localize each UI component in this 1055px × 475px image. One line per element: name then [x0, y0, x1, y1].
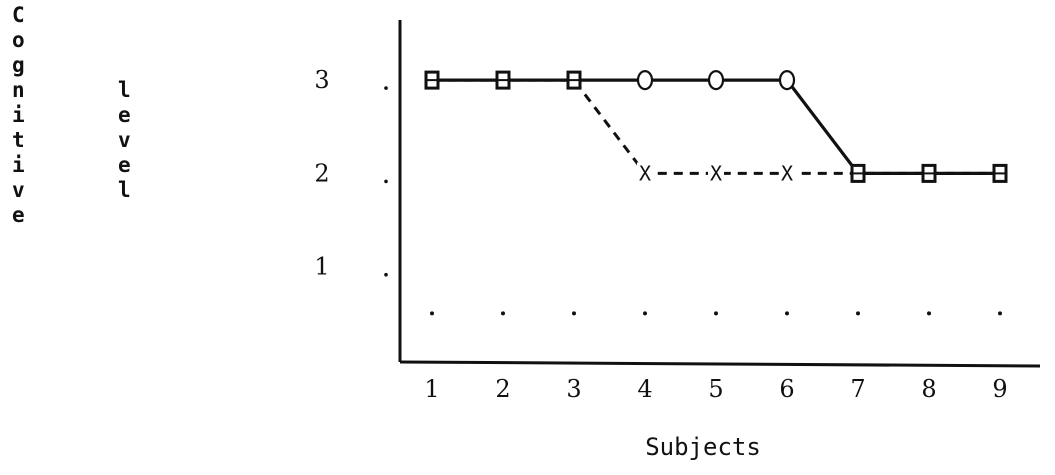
x-tick-label: 1 [424, 375, 439, 403]
y-axis-label-char: C [12, 3, 25, 27]
x-axis-line [399, 360, 1041, 368]
series-lines [432, 78, 1000, 175]
x-marker: X [781, 161, 793, 185]
y-tick-mark [384, 86, 388, 90]
y-axis-label-char: v [12, 178, 25, 202]
baseline-dot [785, 311, 789, 316]
y-axis-label-char: t [12, 128, 25, 152]
baseline-dot [643, 311, 647, 316]
x-tick-label: 6 [779, 375, 794, 403]
baseline-dot [856, 311, 860, 316]
y-axis-label-char: e [12, 203, 25, 227]
y-axis-label-char: l [118, 178, 131, 202]
y-axis-label-char: i [12, 153, 25, 177]
y-tick-mark [384, 272, 388, 277]
baseline-dot [927, 311, 931, 316]
x-tick-label: 2 [495, 375, 510, 403]
y-tick-label: 2 [314, 159, 329, 187]
y-tick-mark [384, 179, 388, 184]
x-marker-bg [637, 162, 653, 183]
x-tick-label: 8 [921, 375, 936, 403]
baseline-dot [714, 311, 718, 316]
y-axis-label-char: i [12, 103, 25, 127]
x-tick-labels: 1 2 3 4 5 6 7 8 9 [424, 375, 1007, 403]
x-tick-label: 7 [850, 375, 865, 403]
solid-series-line [432, 78, 1000, 175]
y-axis-label-char: g [12, 53, 25, 77]
baseline-dot [501, 311, 505, 316]
x-tick-label: 9 [992, 375, 1007, 403]
y-axis-label-char: n [12, 78, 25, 102]
y-axis-label-char: v [118, 128, 131, 152]
x-marker: X [639, 161, 651, 185]
x-tick-label: 3 [566, 375, 581, 403]
y-axis-label-char: l [118, 78, 131, 102]
y-axis-label-char: e [118, 153, 131, 177]
circle-marker [778, 69, 796, 91]
x-marker-bg [708, 162, 724, 183]
x-tick-label: 5 [708, 375, 723, 403]
y-axis-label-char: e [118, 103, 131, 127]
circle-marker [636, 69, 654, 91]
y-tick-labels: 1 2 3 [314, 66, 388, 281]
y-axis-label-char: o [12, 28, 25, 52]
x-tick-label: 4 [637, 375, 652, 403]
baseline-dots [430, 311, 1002, 316]
baseline-dot [572, 311, 576, 316]
y-tick-label: 3 [314, 66, 329, 94]
x-axis-label: Subjects [645, 433, 761, 461]
baseline-dot [430, 311, 434, 316]
x-marker: X [710, 161, 722, 185]
dashed-series-line [432, 78, 1000, 175]
x-marker-bg [779, 162, 795, 183]
baseline-dot [998, 311, 1002, 316]
y-tick-label: 1 [314, 253, 329, 281]
axes [398, 20, 1041, 368]
circle-marker [707, 69, 725, 91]
